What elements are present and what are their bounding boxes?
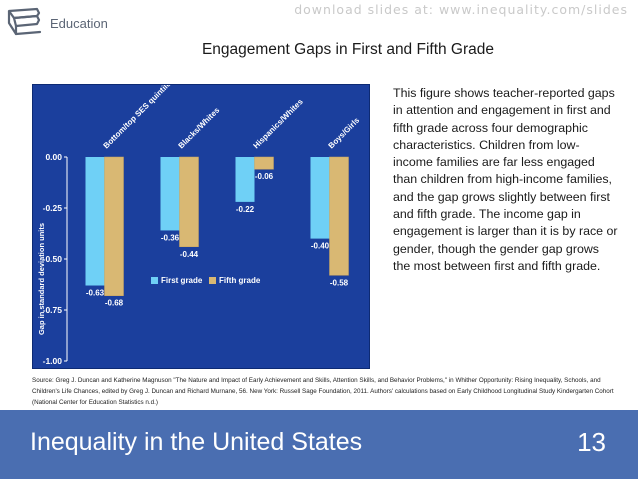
category-label: Blacks/Whites	[177, 105, 222, 150]
footer-title: Inequality in the United States	[30, 428, 363, 456]
category-label: Bottom/top SES quintile	[102, 85, 173, 150]
legend-swatch	[151, 277, 158, 284]
y-tick-label: 0.00	[45, 152, 62, 162]
page-number: 13	[577, 427, 606, 457]
data-label: -0.63	[86, 289, 105, 298]
data-label: -0.22	[236, 205, 255, 214]
y-tick-label: -0.75	[43, 305, 63, 315]
slide-title: Engagement Gaps in First and Fifth Grade	[201, 41, 495, 58]
source-citation: Source: Greg J. Duncan and Katherine Mag…	[32, 377, 614, 406]
legend-label: First grade	[161, 276, 203, 285]
data-label: -0.44	[180, 250, 199, 259]
y-axis-title: Gap in standard deviation units	[37, 223, 46, 335]
bar-fifth-grade	[254, 156, 274, 170]
y-tick-label: -1.00	[43, 356, 63, 366]
data-label: -0.36	[161, 233, 180, 242]
bar-fifth-grade	[104, 156, 124, 296]
data-label: -0.40	[311, 242, 330, 251]
legend-label: Fifth grade	[219, 276, 261, 285]
bar-first-grade	[160, 157, 180, 231]
watermark: download slides at: www.inequality.com/s…	[294, 2, 628, 17]
bar-fifth-grade	[329, 156, 349, 276]
footer-bar: Inequality in the United States 13	[0, 410, 638, 479]
bar-first-grade	[235, 157, 255, 202]
category-label: Hispanics/Whites	[252, 97, 306, 151]
data-label: -0.58	[330, 278, 349, 287]
description-text: This figure shows teacher-reported gaps …	[393, 86, 618, 273]
y-tick-label: -0.50	[43, 254, 63, 264]
category-label: Boys/Girls	[327, 115, 362, 150]
bar-first-grade	[85, 157, 105, 286]
book-icon	[7, 7, 42, 36]
y-tick-label: -0.25	[43, 203, 63, 213]
data-label: -0.68	[105, 299, 124, 308]
category-header: Education	[6, 4, 108, 38]
bar-first-grade	[310, 157, 330, 239]
chart-area: 0.00 -0.25 -0.50 -0.75 -1.00 Gap in standard …	[32, 84, 370, 369]
legend-swatch	[209, 277, 216, 284]
category-label: Education	[50, 15, 108, 31]
bar-chart: 0.00 -0.25 -0.50 -0.75 -1.00 Gap in standard …	[37, 85, 362, 366]
data-label: -0.06	[255, 172, 274, 181]
bar-fifth-grade	[179, 156, 199, 248]
